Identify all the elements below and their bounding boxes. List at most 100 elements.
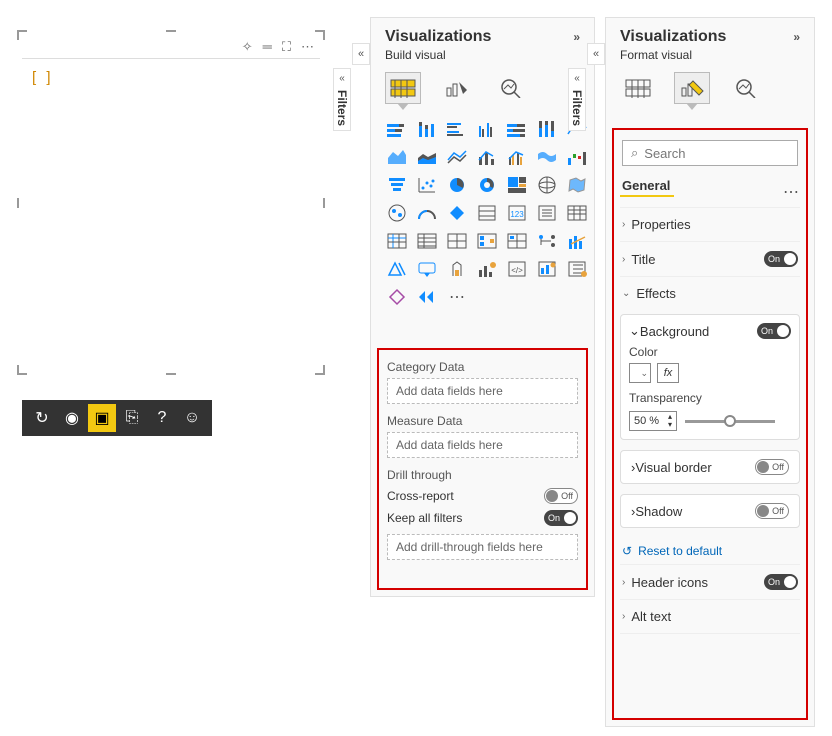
filters-collapsed-tab[interactable]: « Filters bbox=[333, 68, 351, 131]
color-fx-button[interactable]: fx bbox=[657, 363, 679, 383]
resize-handle-br[interactable] bbox=[315, 365, 325, 375]
pin-icon[interactable]: ✧ bbox=[242, 39, 253, 55]
viz-multi-card[interactable] bbox=[475, 202, 499, 224]
viz-ribbon[interactable] bbox=[535, 146, 559, 168]
viz-automate[interactable] bbox=[475, 258, 499, 280]
focus-icon[interactable]: ⛶ bbox=[282, 39, 291, 55]
viz-table[interactable] bbox=[565, 202, 589, 224]
viz-arcgis[interactable] bbox=[415, 258, 439, 280]
more-icon[interactable]: ⋯ bbox=[301, 39, 314, 55]
viz-custom2[interactable] bbox=[565, 258, 589, 280]
visual-border-toggle[interactable]: Off bbox=[755, 459, 789, 475]
viz-powerapps[interactable] bbox=[445, 258, 469, 280]
play-button[interactable]: ◉ bbox=[58, 404, 86, 432]
resize-handle-top[interactable] bbox=[166, 30, 176, 32]
viz-custom1[interactable] bbox=[535, 258, 559, 280]
viz-card[interactable] bbox=[445, 202, 469, 224]
viz-slicer[interactable] bbox=[535, 202, 559, 224]
feedback-button[interactable]: ☺ bbox=[178, 404, 206, 432]
title-row[interactable]: ›Title On bbox=[620, 241, 800, 276]
expand-mid-icon[interactable]: » bbox=[573, 30, 580, 44]
viz-waterfall[interactable] bbox=[565, 146, 589, 168]
viz-100-stacked-column[interactable] bbox=[535, 118, 559, 140]
viz-paginated[interactable] bbox=[385, 258, 409, 280]
tab-analytics[interactable] bbox=[493, 72, 529, 104]
expand-right-icon[interactable]: » bbox=[793, 30, 800, 44]
viz-clustered-bar[interactable] bbox=[445, 118, 469, 140]
reset-to-default[interactable]: ↺ Reset to default bbox=[620, 538, 800, 564]
viz-stacked-bar[interactable] bbox=[385, 118, 409, 140]
effects-row[interactable]: ⌄Effects bbox=[620, 276, 800, 310]
filters-collapsed-tab-2[interactable]: « Filters bbox=[568, 68, 586, 131]
resize-handle-bl[interactable] bbox=[17, 365, 27, 375]
refresh-button[interactable]: ↻ bbox=[28, 404, 56, 432]
viz-stacked-area[interactable] bbox=[415, 146, 439, 168]
background-toggle[interactable]: On bbox=[757, 323, 791, 339]
viz-clustered-column[interactable] bbox=[475, 118, 499, 140]
collapse-right-button[interactable]: « bbox=[587, 43, 605, 65]
viz-key-influencers[interactable] bbox=[475, 230, 499, 252]
keep-all-filters-label: Keep all filters bbox=[387, 511, 462, 525]
viz-line-stacked[interactable] bbox=[445, 146, 469, 168]
viz-smart-narrative[interactable] bbox=[565, 230, 589, 252]
viz-script[interactable]: </> bbox=[505, 258, 529, 280]
general-more-icon[interactable]: ⋯ bbox=[783, 182, 800, 202]
viz-map[interactable] bbox=[535, 174, 559, 196]
tab-build-visual-2[interactable] bbox=[620, 72, 656, 104]
viz-line-clustered-column[interactable] bbox=[505, 146, 529, 168]
resize-handle-right[interactable] bbox=[323, 198, 325, 208]
viz-100-stacked-bar[interactable] bbox=[505, 118, 529, 140]
format-search-input[interactable]: ⌕ Search bbox=[622, 140, 798, 166]
properties-row[interactable]: ›Properties bbox=[620, 207, 800, 241]
header-icons-row[interactable]: ›Header icons On bbox=[620, 564, 800, 599]
measure-data-drop[interactable]: Add data fields here bbox=[387, 432, 578, 458]
frame-button[interactable]: ▣ bbox=[88, 404, 116, 432]
viz-py[interactable] bbox=[445, 230, 469, 252]
viz-matrix[interactable] bbox=[385, 230, 409, 252]
viz-area[interactable] bbox=[385, 146, 409, 168]
resize-handle-bottom[interactable] bbox=[166, 373, 176, 375]
drill-through-drop[interactable]: Add drill-through fields here bbox=[387, 534, 578, 560]
viz-get-more[interactable] bbox=[385, 286, 409, 308]
viz-scatter[interactable] bbox=[415, 174, 439, 196]
color-picker[interactable] bbox=[629, 363, 651, 383]
collapse-mid-button[interactable]: « bbox=[352, 43, 370, 65]
help-button[interactable]: ? bbox=[148, 404, 176, 432]
viz-shape-map[interactable] bbox=[385, 202, 409, 224]
tab-format-visual-2[interactable] bbox=[674, 72, 710, 104]
right-panel-title: Visualizations bbox=[620, 28, 726, 46]
viz-decomposition[interactable] bbox=[505, 230, 529, 252]
tab-analytics-2[interactable] bbox=[728, 72, 764, 104]
chevron-right-icon: › bbox=[622, 254, 625, 265]
resize-handle-left[interactable] bbox=[17, 198, 19, 208]
viz-kpi[interactable]: 123 bbox=[505, 202, 529, 224]
viz-r[interactable] bbox=[415, 230, 439, 252]
alt-text-row[interactable]: ›Alt text bbox=[620, 599, 800, 634]
filter-icon[interactable]: ═ bbox=[263, 39, 272, 54]
viz-funnel[interactable] bbox=[385, 174, 409, 196]
transparency-slider[interactable] bbox=[685, 420, 775, 423]
transparency-input[interactable]: 50 %▴▾ bbox=[629, 411, 677, 431]
title-toggle[interactable]: On bbox=[764, 251, 798, 267]
chevron-left-icon: « bbox=[574, 73, 580, 84]
viz-stacked-column[interactable] bbox=[415, 118, 439, 140]
viz-line-column[interactable] bbox=[475, 146, 499, 168]
viz-treemap[interactable] bbox=[505, 174, 529, 196]
viz-import[interactable] bbox=[415, 286, 439, 308]
tab-build-visual[interactable] bbox=[385, 72, 421, 104]
general-section[interactable]: General bbox=[620, 176, 674, 197]
viz-qa[interactable] bbox=[535, 230, 559, 252]
shadow-toggle[interactable]: Off bbox=[755, 503, 789, 519]
keep-all-filters-toggle[interactable]: On bbox=[544, 510, 578, 526]
viz-ellipsis[interactable]: ⋯ bbox=[445, 286, 469, 308]
viz-pie[interactable] bbox=[445, 174, 469, 196]
category-data-drop[interactable]: Add data fields here bbox=[387, 378, 578, 404]
viz-gauge[interactable] bbox=[415, 202, 439, 224]
header-icons-toggle[interactable]: On bbox=[764, 574, 798, 590]
viz-filled-map[interactable] bbox=[565, 174, 589, 196]
report-canvas[interactable]: ✧ ═ ⛶ ⋯ [ ] bbox=[22, 35, 320, 370]
copy-button[interactable]: ⎘ bbox=[118, 404, 146, 432]
viz-donut[interactable] bbox=[475, 174, 499, 196]
cross-report-toggle[interactable]: Off bbox=[544, 488, 578, 504]
tab-format-visual[interactable] bbox=[439, 72, 475, 104]
